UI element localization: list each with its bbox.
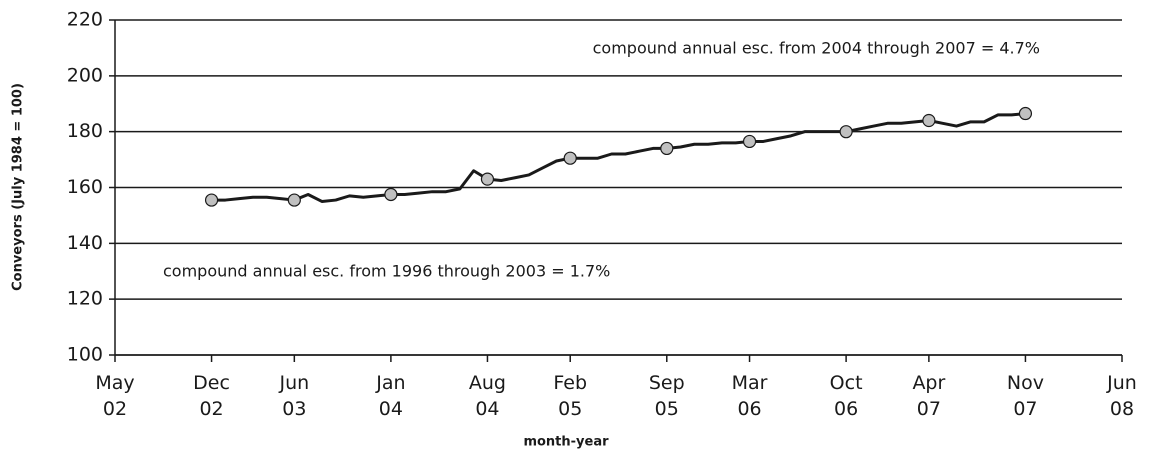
x-tick-label: Feb 05: [553, 372, 587, 420]
x-tick-label: Jun 08: [1106, 372, 1137, 420]
y-tick-label: 180: [67, 120, 103, 142]
x-tick-label: Jan 04: [375, 372, 405, 420]
y-tick-label: 120: [67, 288, 103, 310]
marker: [384, 187, 398, 202]
x-tick-label-line: 07: [917, 398, 941, 420]
marker: [1018, 106, 1033, 121]
x-tick-label-line: 02: [103, 398, 127, 420]
x-tick-label-line: Aug: [469, 372, 506, 394]
y-tick-label: 200: [67, 64, 103, 86]
x-axis-label: month-year: [523, 435, 609, 450]
data-line: [211, 112, 1026, 203]
x-tick-label: Jun 03: [278, 372, 309, 420]
x-tick-label-line: 08: [1110, 398, 1134, 420]
x-tick-label-line: Feb: [553, 372, 587, 394]
marker: [742, 134, 757, 149]
x-tick-label-line: Mar: [732, 372, 768, 394]
x-tick-label: Sep 05: [649, 372, 685, 420]
x-tick-label: Oct 06: [830, 372, 863, 420]
marker: [839, 125, 853, 139]
y-tick-label: 160: [67, 176, 103, 198]
x-tick-label-line: 05: [655, 398, 679, 420]
x-tick-label-line: 04: [379, 398, 403, 420]
x-tick-label: Nov 07: [1007, 372, 1044, 420]
x-tick-label-line: Sep: [649, 372, 685, 394]
x-tick-label-line: Dec: [193, 372, 230, 394]
x-tick-label-line: Jan: [375, 372, 405, 394]
x-tick-label-line: 06: [737, 398, 761, 420]
marker: [563, 151, 577, 165]
x-tick-label-line: 07: [1013, 398, 1037, 420]
marker: [660, 141, 674, 156]
x-tick-label-line: Nov: [1007, 372, 1044, 394]
x-tick-label: Mar 06: [732, 372, 768, 420]
x-tick-label: Dec 02: [193, 372, 230, 420]
x-tick-label-line: May: [95, 372, 134, 394]
x-tick-label-line: 06: [834, 398, 858, 420]
marker: [480, 172, 495, 186]
marker: [287, 193, 301, 207]
x-tick-label-line: 04: [475, 398, 499, 420]
y-axis-label: Conveyors (July 1984 = 100): [11, 83, 26, 291]
marker: [922, 113, 936, 128]
x-tick-label-line: 05: [558, 398, 582, 420]
x-tick-label-line: 03: [282, 398, 306, 420]
x-tick-label: Aug 04: [469, 372, 506, 420]
x-tick-label-line: Oct: [830, 372, 863, 394]
y-tick-label: 220: [67, 9, 103, 31]
x-tick-label-line: Jun: [278, 372, 309, 394]
x-tick-label-line: Apr: [912, 372, 945, 394]
x-tick-label: Apr 07: [912, 372, 945, 420]
x-tick-label-line: Jun: [1106, 372, 1137, 394]
annotation: compound annual esc. from 1996 through 2…: [163, 262, 610, 281]
x-tick-label-line: 02: [199, 398, 223, 420]
annotation: compound annual esc. from 2004 through 2…: [593, 39, 1040, 58]
marker: [204, 193, 219, 207]
x-tick-label: May 02: [95, 372, 134, 420]
y-tick-label: 140: [67, 232, 103, 254]
y-tick-label: 100: [67, 344, 103, 366]
